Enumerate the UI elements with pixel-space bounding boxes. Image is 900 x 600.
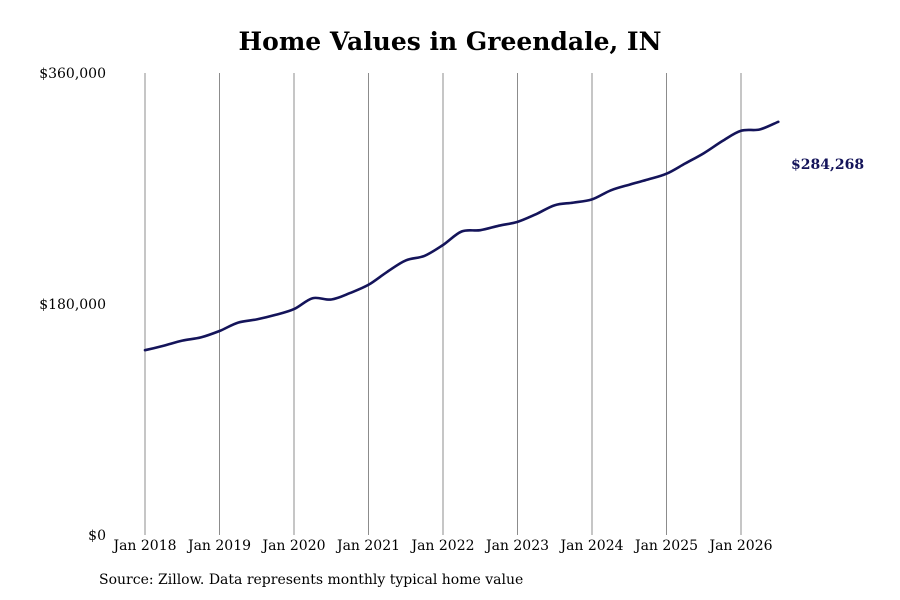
x-tick-label: Jan 2018 xyxy=(111,538,176,554)
last-value-label: $284,268 xyxy=(791,157,864,173)
chart-title: Home Values in Greendale, IN xyxy=(238,27,662,56)
home-value-line xyxy=(143,120,780,352)
y-tick-label: $360,000 xyxy=(39,66,106,82)
x-tick-label: Jan 2021 xyxy=(335,538,400,554)
source-note: Source: Zillow. Data represents monthly … xyxy=(99,572,524,588)
x-tick-label: Jan 2026 xyxy=(707,538,772,554)
x-tick-label: Jan 2019 xyxy=(186,538,251,554)
x-tick-label: Jan 2022 xyxy=(409,538,474,554)
x-tick-label: Jan 2020 xyxy=(260,538,325,554)
x-tick-label: Jan 2023 xyxy=(484,538,549,554)
x-tick-label: Jan 2024 xyxy=(558,538,623,554)
y-tick-label: $0 xyxy=(88,528,106,544)
y-tick-label: $180,000 xyxy=(39,297,106,313)
x-tick-label: Jan 2025 xyxy=(633,538,698,554)
